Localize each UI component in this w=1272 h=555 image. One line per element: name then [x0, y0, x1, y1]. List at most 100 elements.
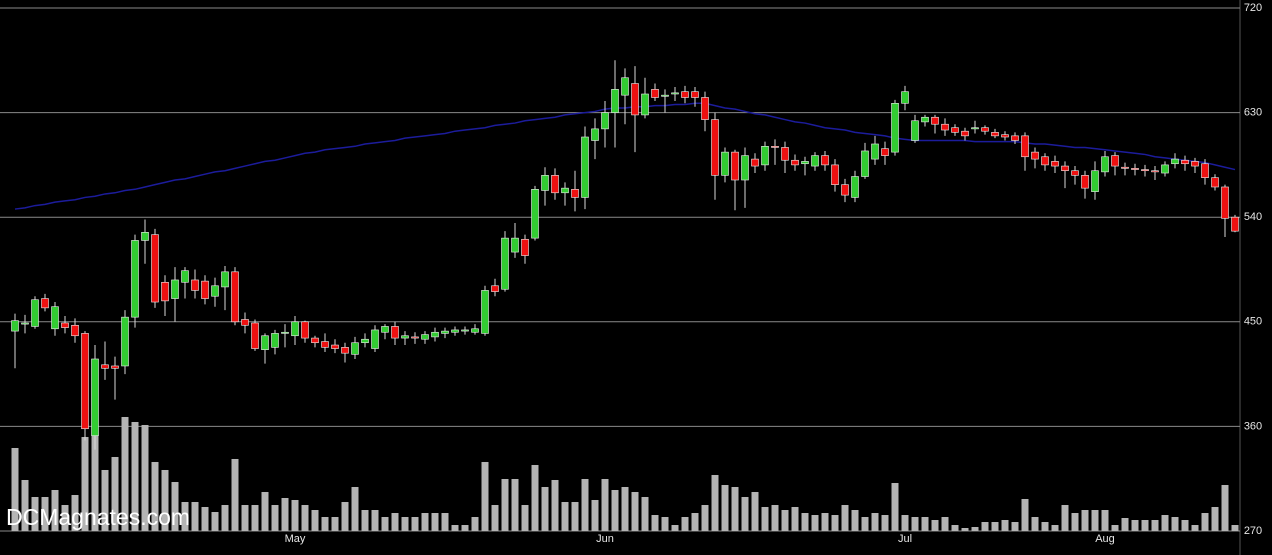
- volume-bar: [61, 504, 69, 531]
- volume-bar: [651, 514, 659, 531]
- candle-body: [1171, 158, 1179, 165]
- volume-bar: [41, 496, 49, 531]
- candle-body: [1151, 170, 1159, 173]
- candle-body: [141, 232, 149, 241]
- volume-bar: [1131, 519, 1139, 531]
- x-tick-label: May: [285, 533, 306, 545]
- candle-body: [981, 127, 989, 132]
- candle-body: [241, 319, 249, 326]
- volume-bar: [1081, 509, 1089, 531]
- candle-body: [1031, 151, 1039, 160]
- volume-bar: [761, 506, 769, 531]
- candle-body: [11, 320, 19, 332]
- volume-bar: [811, 514, 819, 531]
- candle-body: [301, 321, 309, 339]
- y-tick-label: 450: [1244, 316, 1262, 328]
- volume-bar: [461, 524, 469, 531]
- candle-body: [891, 103, 899, 153]
- volume-bar: [191, 501, 199, 531]
- volume-bar: [21, 479, 29, 531]
- volume-bar: [891, 482, 899, 531]
- volume-bar: [681, 516, 689, 531]
- volume-bar: [281, 497, 289, 531]
- candle-body: [781, 147, 789, 161]
- candle-body: [1041, 156, 1049, 166]
- volume-bar: [1051, 524, 1059, 531]
- volume-bar: [101, 469, 109, 531]
- candle-body: [801, 161, 809, 165]
- candle-body: [91, 358, 99, 436]
- candle-body: [561, 187, 569, 194]
- candle-body: [181, 270, 189, 283]
- candle-body: [621, 77, 629, 96]
- candle-body: [1051, 161, 1059, 167]
- volume-bar: [11, 447, 19, 531]
- volume-bar: [381, 516, 389, 531]
- candle-body: [851, 176, 859, 198]
- volume-bar: [871, 512, 879, 531]
- volume-bar: [1011, 521, 1019, 531]
- volume-bar: [1121, 517, 1129, 531]
- volume-bar: [1021, 498, 1029, 531]
- volume-bar: [151, 461, 159, 531]
- candle-body: [371, 329, 379, 349]
- candle-body: [921, 116, 929, 123]
- candle-body: [411, 336, 419, 339]
- candle-body: [251, 322, 259, 349]
- volume-bar: [271, 504, 279, 531]
- candle-body: [451, 329, 459, 333]
- volume-bar: [741, 496, 749, 531]
- candle-body: [1071, 170, 1079, 176]
- volume-bar: [831, 514, 839, 531]
- volume-bar: [1161, 514, 1169, 531]
- volume-bar: [611, 489, 619, 531]
- volume-bar: [221, 504, 229, 531]
- x-tick-label: Jun: [596, 533, 614, 545]
- volume-bar: [1111, 524, 1119, 531]
- candle-body: [641, 93, 649, 116]
- volume-bar: [621, 486, 629, 531]
- candle-body: [711, 119, 719, 176]
- volume-bar: [731, 486, 739, 531]
- volume-bar: [491, 504, 499, 531]
- volume-bar: [501, 478, 509, 531]
- volume-bar: [161, 469, 169, 531]
- y-tick-label: 360: [1244, 420, 1262, 432]
- candle-body: [331, 344, 339, 349]
- volume-bar: [701, 504, 709, 531]
- volume-bar: [141, 424, 149, 531]
- volume-bar: [1151, 519, 1159, 531]
- candle-body: [71, 324, 79, 337]
- candle-body: [1201, 163, 1209, 178]
- candle-body: [721, 151, 729, 176]
- candle-body: [991, 132, 999, 137]
- volume-bar: [821, 512, 829, 531]
- candle-body: [391, 326, 399, 339]
- candle-body: [861, 150, 869, 177]
- volume-bar: [411, 516, 419, 531]
- candle-body: [61, 322, 69, 328]
- volume-bar: [911, 516, 919, 531]
- candle-body: [1061, 165, 1069, 172]
- volume-bar: [721, 484, 729, 531]
- candle-body: [601, 112, 609, 130]
- x-tick-label: Aug: [1095, 533, 1115, 545]
- candle-body: [541, 175, 549, 191]
- candle-body: [271, 333, 279, 348]
- volume-bar: [691, 512, 699, 531]
- candle-body: [661, 94, 669, 97]
- volume-bar: [321, 516, 329, 531]
- volume-bar: [1171, 516, 1179, 531]
- candle-body: [551, 175, 559, 194]
- volume-bar: [1201, 512, 1209, 531]
- candle-body: [171, 279, 179, 299]
- candle-body: [1101, 156, 1109, 173]
- candle-body: [261, 335, 269, 350]
- volume-bar: [771, 504, 779, 531]
- candle-body: [1091, 170, 1099, 192]
- volume-bar: [1191, 524, 1199, 531]
- volume-bar: [1061, 504, 1069, 531]
- volume-bar: [851, 509, 859, 531]
- volume-bar: [331, 516, 339, 531]
- candle-body: [631, 83, 639, 116]
